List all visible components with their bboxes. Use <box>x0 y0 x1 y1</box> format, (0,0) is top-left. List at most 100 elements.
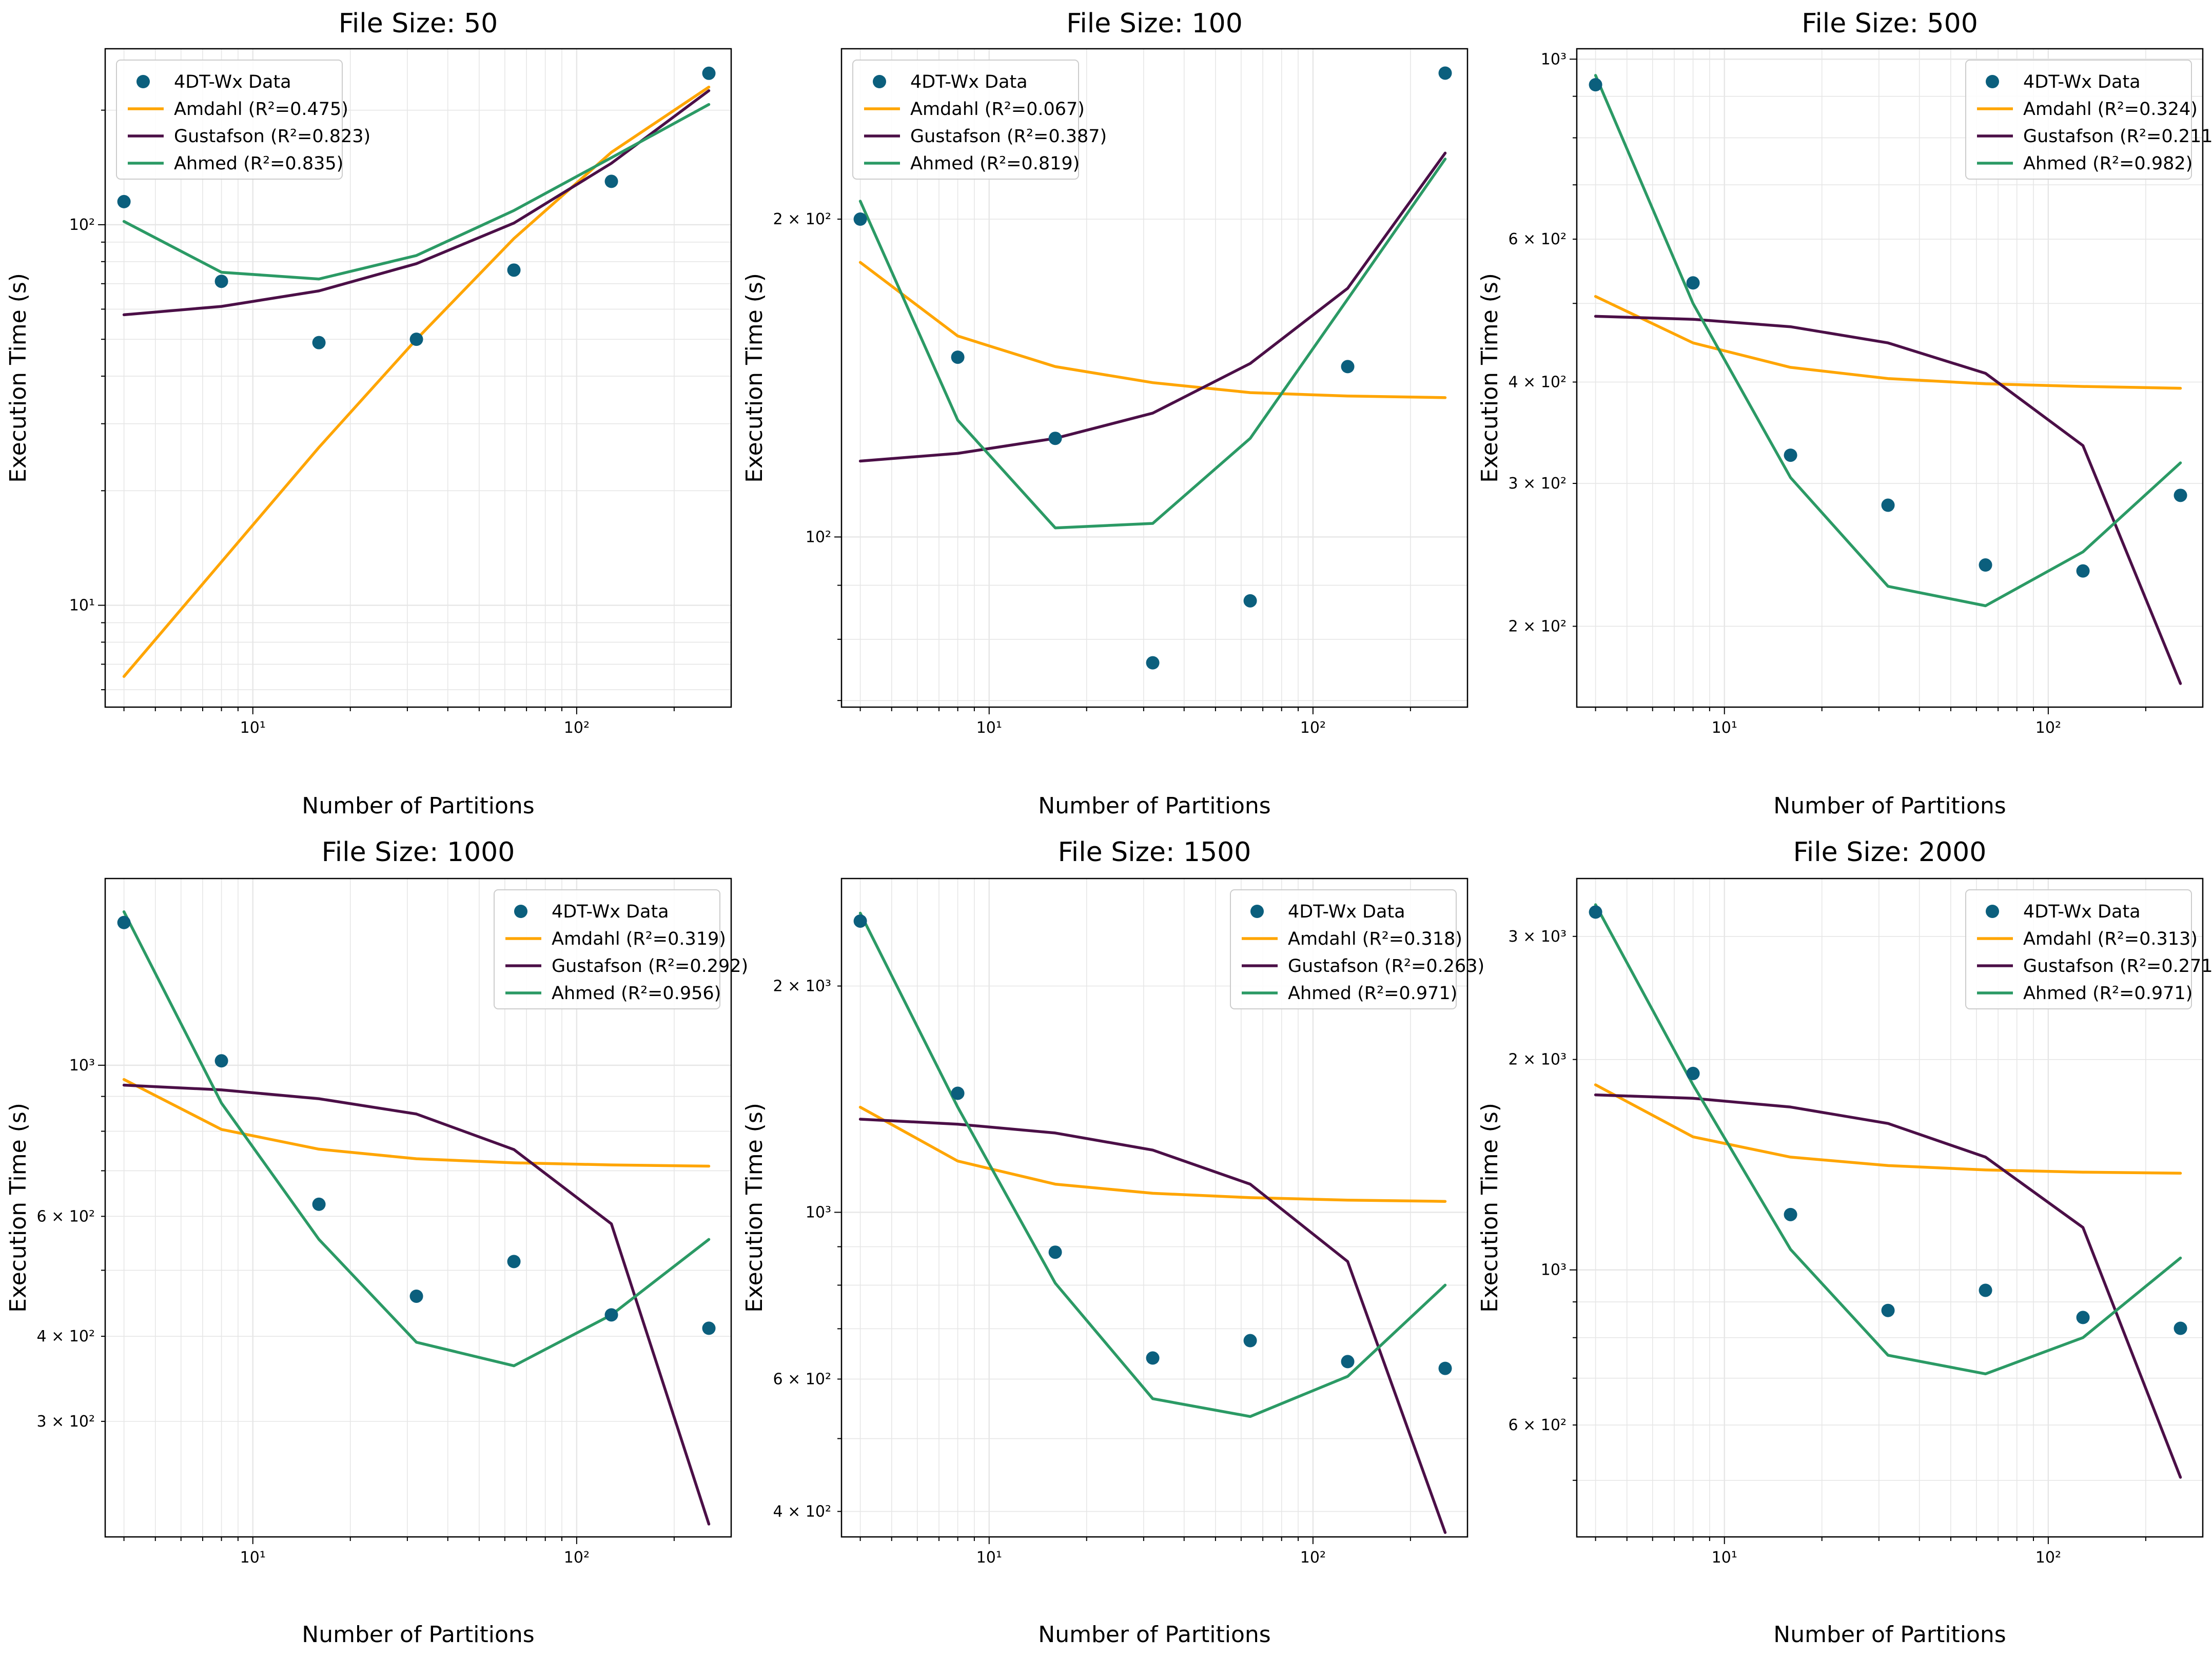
data-point <box>1881 498 1895 512</box>
series-lines <box>1594 74 2182 685</box>
y-tick-label: 6 × 10² <box>773 1370 832 1388</box>
y-axis-label: Execution Time (s) <box>741 273 768 483</box>
ticks <box>1570 935 2146 1544</box>
y-tick-label: 6 × 10² <box>1509 1416 1567 1434</box>
ticks <box>98 1064 675 1544</box>
ticks <box>834 985 1411 1544</box>
data-point <box>604 1308 618 1322</box>
data-point <box>1146 1351 1160 1365</box>
y-tick-label: 10³ <box>69 1057 95 1075</box>
series-lines <box>1594 903 2182 1479</box>
data-points <box>117 66 716 349</box>
legend-label-ahmed: Ahmed (R²=0.971) <box>1288 983 1457 1004</box>
data-point <box>214 275 228 288</box>
legend-label-gustafson: Gustafson (R²=0.211) <box>2023 126 2212 147</box>
series-line-amdahl <box>1594 1083 2182 1175</box>
series-line-ahmed <box>1594 74 2182 608</box>
x-axis-label: Number of Partitions <box>1038 1622 1270 1648</box>
legend-label-data: 4DT-Wx Data <box>2023 902 2141 922</box>
legend-label-gustafson: Gustafson (R²=0.263) <box>1288 956 1484 977</box>
data-point <box>312 336 326 349</box>
legend: 4DT-Wx Data Amdahl (R²=0.319) Gustafson (R… <box>494 889 748 1009</box>
x-tick-label: 10¹ <box>1712 1549 1737 1567</box>
legend-label-gustafson: Gustafson (R²=0.823) <box>174 126 370 147</box>
y-tick-label: 2 × 10³ <box>773 977 832 995</box>
y-tick-label: 2 × 10² <box>773 210 832 228</box>
x-tick-label: 10² <box>1300 1549 1326 1567</box>
y-tick-label: 2 × 10² <box>1509 617 1567 635</box>
data-points <box>853 66 1452 670</box>
series-lines <box>858 911 1447 1534</box>
data-point <box>604 174 618 188</box>
x-axis-label: Number of Partitions <box>1773 793 2006 819</box>
data-points <box>853 914 1452 1375</box>
y-axis-label: Execution Time (s) <box>5 1103 31 1313</box>
data-point <box>1438 1361 1452 1375</box>
y-tick-label: 6 × 10² <box>37 1207 95 1225</box>
x-tick-label: 10¹ <box>1712 719 1737 737</box>
chart-title: File Size: 1500 <box>1058 837 1251 868</box>
series-line-ahmed <box>122 103 711 281</box>
data-point <box>1243 1334 1257 1348</box>
legend-label-ahmed: Ahmed (R²=0.956) <box>552 983 721 1004</box>
legend-label-amdahl: Amdahl (R²=0.319) <box>552 929 726 949</box>
x-axis-label: Number of Partitions <box>1038 793 1270 819</box>
legend: 4DT-Wx Data Amdahl (R²=0.324) Gustafson (R… <box>1965 60 2212 180</box>
data-point <box>1881 1303 1895 1317</box>
data-point <box>312 1197 326 1211</box>
y-tick-label: 4 × 10² <box>1509 373 1567 391</box>
data-point <box>1243 594 1257 608</box>
y-tick-label: 6 × 10² <box>1509 230 1567 248</box>
chart-panel-1: 10¹ 10² 10¹ 10² File Size: 50 Number of Parti… <box>5 8 732 819</box>
legend-box <box>494 889 720 1009</box>
data-point <box>1341 1355 1355 1369</box>
grid <box>105 879 731 1537</box>
data-point <box>702 1321 716 1335</box>
legend-label-data: 4DT-Wx Data <box>552 902 669 922</box>
data-point <box>1048 432 1062 445</box>
legend-box <box>1965 889 2192 1009</box>
x-axis-label: Number of Partitions <box>302 793 534 819</box>
series-lines <box>858 151 1447 530</box>
plot-frame <box>104 48 732 708</box>
legend-box <box>852 60 1079 180</box>
legend-label-ahmed: Ahmed (R²=0.982) <box>2023 153 2193 174</box>
legend-marker-data <box>1986 905 1999 918</box>
data-point <box>1686 276 1700 290</box>
x-tick-label: 10² <box>2035 1549 2061 1567</box>
legend-label-gustafson: Gustafson (R²=0.271) <box>2023 956 2212 977</box>
data-point <box>2076 1311 2090 1324</box>
legend: 4DT-Wx Data Amdahl (R²=0.318) Gustafson (R… <box>1230 889 1484 1009</box>
legend-label-gustafson: Gustafson (R²=0.387) <box>910 126 1107 147</box>
chart-panel-6: 10¹ 10² 6 × 10² 10³ 2 × 10³ 3 × 10³ File Size:… <box>1477 837 2212 1648</box>
chart-title: File Size: 2000 <box>1793 837 1987 868</box>
y-tick-label: 3 × 10³ <box>1509 928 1567 946</box>
x-tick-label: 10² <box>564 719 590 737</box>
series-line-amdahl <box>858 1105 1447 1203</box>
plot-frame <box>1576 877 2204 1538</box>
legend-marker-data <box>136 75 150 88</box>
series-line-amdahl <box>1594 295 2182 390</box>
series-line-amdahl <box>858 261 1447 399</box>
plot-frame <box>104 877 732 1538</box>
series-line-ahmed <box>858 911 1447 1418</box>
x-tick-label: 10¹ <box>240 719 266 737</box>
x-axis-label: Number of Partitions <box>1773 1622 2006 1648</box>
data-point <box>409 1289 423 1303</box>
data-point <box>1146 656 1160 670</box>
plot-frame <box>840 877 1469 1538</box>
data-point <box>117 194 131 208</box>
x-tick-label: 10² <box>1300 719 1326 737</box>
legend-box <box>1965 60 2192 180</box>
data-point <box>1686 1066 1700 1080</box>
data-point <box>1784 1207 1797 1221</box>
data-point <box>214 1054 228 1068</box>
y-tick-label: 10³ <box>1541 1261 1567 1279</box>
y-axis-label: Execution Time (s) <box>1477 273 1503 483</box>
legend-label-data: 4DT-Wx Data <box>2023 72 2141 92</box>
legend-label-ahmed: Ahmed (R²=0.971) <box>2023 983 2193 1004</box>
data-points <box>117 915 716 1335</box>
data-point <box>702 66 716 80</box>
y-tick-label: 2 × 10³ <box>1509 1051 1567 1069</box>
data-point <box>507 263 521 277</box>
